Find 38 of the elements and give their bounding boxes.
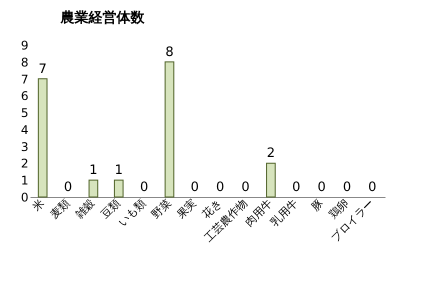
data-label: 1 <box>89 163 98 178</box>
data-label: 0 <box>216 180 224 195</box>
data-label: 1 <box>114 163 123 178</box>
x-tick-label: 果実 <box>174 196 200 222</box>
data-label: 0 <box>190 180 199 195</box>
y-tick-label: 2 <box>20 156 28 171</box>
x-tick-label: 豆類 <box>98 196 123 222</box>
data-label: 0 <box>64 180 72 195</box>
y-tick-label: 1 <box>20 174 28 188</box>
x-tick-label: 麦類 <box>48 196 72 222</box>
y-tick-label: 8 <box>20 55 28 70</box>
bar <box>38 78 48 198</box>
y-tick-label: 9 <box>20 38 28 52</box>
data-label: 0 <box>317 180 326 195</box>
x-tick-label: 豚 <box>308 196 326 214</box>
y-tick-label: 4 <box>20 122 28 137</box>
data-label: 2 <box>266 146 276 162</box>
y-tick-label: 7 <box>20 72 28 86</box>
data-label: 0 <box>342 180 352 195</box>
bar <box>88 180 98 198</box>
bar <box>164 61 174 198</box>
y-tick-label: 5 <box>20 106 28 120</box>
x-tick-label: 米 <box>30 196 47 214</box>
data-label: 7 <box>38 62 47 77</box>
data-label: 0 <box>241 180 250 195</box>
chart-title: 農業経営体数 <box>59 10 146 26</box>
data-label: 0 <box>292 180 300 195</box>
y-tick-label: 6 <box>20 89 28 104</box>
y-tick-label: 0 <box>20 190 28 204</box>
data-label: 0 <box>140 180 148 195</box>
x-tick-label: 野菜 <box>148 196 174 222</box>
x-tick-label: 雑穀 <box>72 196 98 222</box>
y-tick-label: 3 <box>20 140 28 154</box>
bar <box>114 180 124 198</box>
x-tick-label: 鶏卵 <box>326 196 352 222</box>
bar <box>266 162 276 198</box>
data-label: 0 <box>368 180 376 195</box>
data-label: 8 <box>165 44 174 60</box>
